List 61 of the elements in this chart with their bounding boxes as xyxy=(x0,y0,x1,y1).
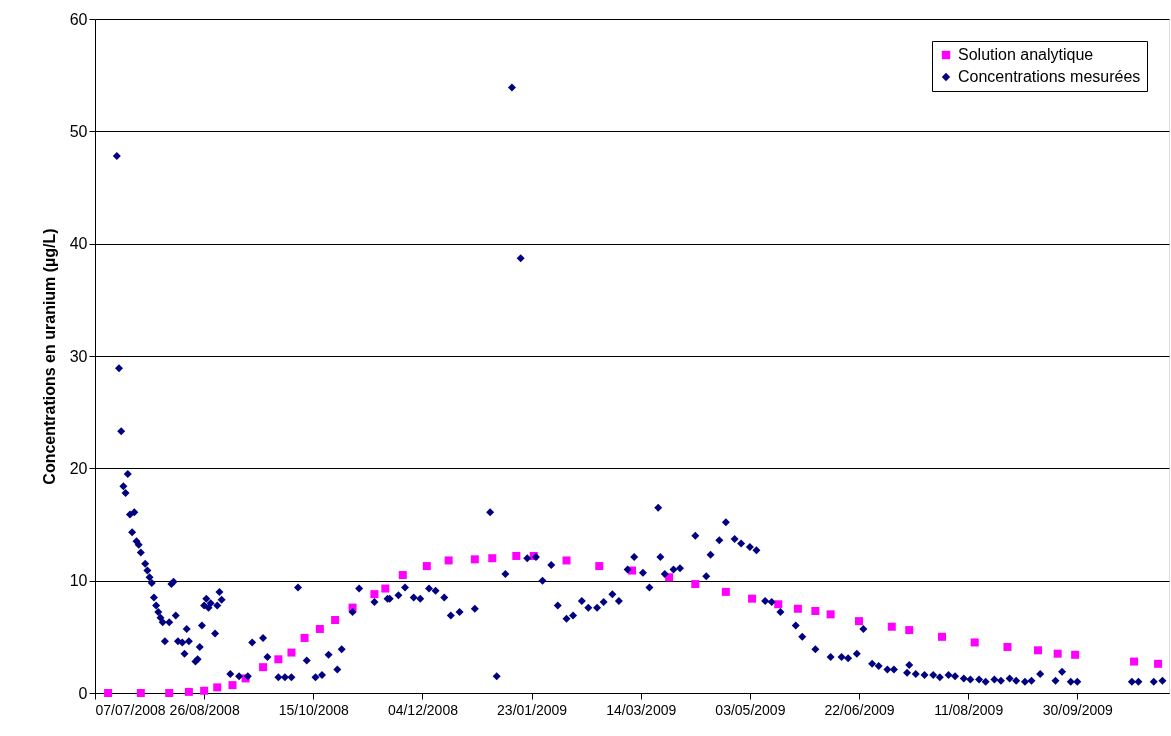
x-tick-label: 04/12/2008 xyxy=(387,701,459,718)
point xyxy=(721,587,730,596)
point xyxy=(200,686,209,695)
point xyxy=(793,604,802,613)
point xyxy=(184,687,193,696)
legend-label: Concentrations mesurées xyxy=(958,68,1141,85)
x-tick-label: 23/01/2009 xyxy=(497,701,568,718)
y-tick-label: 0 xyxy=(78,684,88,702)
y-tick-label: 60 xyxy=(69,10,88,28)
point xyxy=(470,555,479,564)
point xyxy=(887,622,896,631)
point xyxy=(398,571,407,580)
point xyxy=(488,554,497,563)
y-tick-label: 40 xyxy=(69,235,88,253)
point xyxy=(381,584,390,593)
y-tick-label: 50 xyxy=(69,122,88,140)
point xyxy=(905,626,914,635)
y-tick-label: 10 xyxy=(69,572,88,590)
point xyxy=(1034,646,1043,655)
x-tick-label: 26/08/2008 xyxy=(169,701,240,718)
point xyxy=(213,683,222,692)
point xyxy=(1154,659,1163,668)
point xyxy=(104,689,113,697)
x-tick-label: 14/03/2009 xyxy=(606,701,677,718)
point xyxy=(1003,642,1012,651)
point xyxy=(562,556,571,565)
point xyxy=(136,689,145,697)
y-tick-label: 20 xyxy=(69,459,88,477)
point xyxy=(370,590,379,599)
x-tick-label: 11/08/2009 xyxy=(934,701,1004,718)
point xyxy=(937,632,946,641)
x-tick-label: 22/06/2009 xyxy=(824,701,895,718)
point xyxy=(512,551,521,560)
point xyxy=(1130,657,1139,666)
x-tick-label: 15/10/2008 xyxy=(278,701,350,718)
x-tick-label: 30/09/2009 xyxy=(1042,701,1114,718)
x-tick-label: 07/07/2008 xyxy=(95,701,166,718)
y-tick-label: 30 xyxy=(69,347,88,365)
legend-label: Solution analytique xyxy=(958,46,1094,63)
point xyxy=(274,655,283,664)
point xyxy=(811,607,820,615)
point xyxy=(228,681,237,690)
point xyxy=(259,663,268,672)
point xyxy=(287,648,296,657)
point xyxy=(855,617,864,626)
point xyxy=(1071,650,1080,659)
point xyxy=(444,556,453,565)
point xyxy=(748,594,757,603)
point xyxy=(1053,649,1062,658)
point xyxy=(315,624,324,633)
x-tick-label: 03/05/2009 xyxy=(715,701,786,718)
point xyxy=(300,633,309,642)
point xyxy=(826,610,835,619)
point xyxy=(691,580,700,589)
point xyxy=(331,615,340,624)
point xyxy=(970,638,979,647)
y-axis-title: Concentrations en uranium (µg/L) xyxy=(40,228,58,485)
point xyxy=(774,600,783,609)
point xyxy=(595,562,604,571)
point xyxy=(422,562,431,571)
point xyxy=(165,689,174,697)
